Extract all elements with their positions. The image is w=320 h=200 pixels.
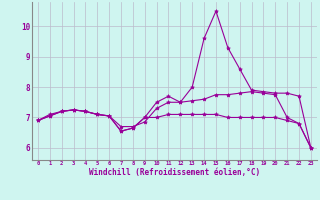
X-axis label: Windchill (Refroidissement éolien,°C): Windchill (Refroidissement éolien,°C) [89,168,260,177]
